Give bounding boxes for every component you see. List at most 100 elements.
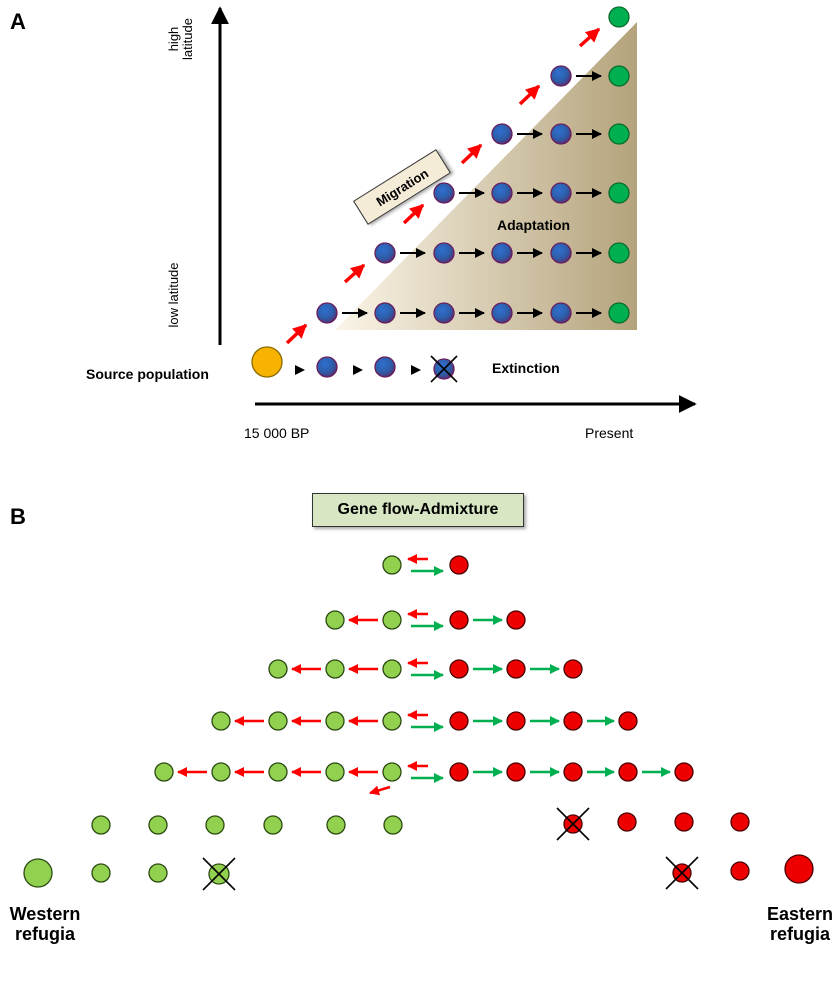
eastern-population-node [506, 762, 526, 782]
migration-arrow [578, 27, 601, 48]
eastern-refugium-node [784, 854, 814, 884]
population-node [433, 182, 455, 204]
western-population-node [326, 815, 346, 835]
western-population-node [268, 711, 288, 731]
western-population-node [382, 610, 402, 630]
adaptation-label: Adaptation [497, 217, 571, 233]
western-population-node [263, 815, 283, 835]
migration-arrow [343, 263, 366, 284]
eastern-population-node [449, 659, 469, 679]
eastern-refugia-label: Eastern refugia [766, 904, 834, 944]
population-node [550, 302, 572, 324]
panel-a-nodes [251, 6, 630, 383]
eastern-population-node [618, 762, 638, 782]
migration-arrow [460, 143, 483, 165]
gene-flow-arrow-west [369, 785, 391, 796]
gene-flow-box: Gene flow-Admixture [312, 493, 524, 527]
western-population-node [154, 762, 174, 782]
western-population-node [148, 815, 168, 835]
western-population-node [325, 762, 345, 782]
western-population-node [148, 863, 168, 883]
eastern-population-node [506, 711, 526, 731]
adapted-population-node [608, 123, 630, 145]
migration-arrow [518, 84, 541, 106]
eastern-population-node [617, 812, 637, 832]
population-node [550, 242, 572, 264]
panel-b-letter: B [10, 504, 26, 529]
time-end-label: Present [585, 425, 634, 441]
population-node [491, 302, 513, 324]
eastern-population-node [563, 659, 583, 679]
western-refugia-label: Western refugia [9, 904, 81, 944]
western-population-node [382, 762, 402, 782]
extinction-cross-stroke [665, 856, 699, 890]
extinction-cross-stroke [556, 807, 590, 841]
population-node [374, 302, 396, 324]
extinction-cross-stroke [202, 857, 236, 891]
western-population-node [211, 711, 231, 731]
population-node [550, 65, 572, 87]
source-population-node [251, 346, 283, 378]
western-population-node [268, 659, 288, 679]
gene-flow-label: Gene flow-Admixture [337, 501, 499, 518]
adapted-population-node [608, 65, 630, 87]
adapted-population-node [608, 6, 630, 28]
population-node [316, 302, 338, 324]
western-population-node [325, 659, 345, 679]
migration-arrow [402, 203, 425, 225]
western-population-node [268, 762, 288, 782]
eastern-population-node [674, 762, 694, 782]
population-node [433, 302, 455, 324]
eastern-population-node [506, 659, 526, 679]
population-node [491, 123, 513, 145]
eastern-population-node [674, 812, 694, 832]
source-population-label: Source population [86, 366, 209, 382]
migration-arrow [285, 323, 308, 345]
eastern-population-node [449, 610, 469, 630]
eastern-population-node [618, 711, 638, 731]
adaptation-triangle [335, 22, 637, 330]
western-population-node [325, 711, 345, 731]
panel-b-nodes [23, 554, 814, 891]
eastern-population-node [730, 861, 750, 881]
adapted-population-node [608, 182, 630, 204]
extinction-cross [556, 807, 590, 841]
population-node [491, 242, 513, 264]
western-population-node [211, 762, 231, 782]
western-population-node [91, 815, 111, 835]
western-population-node [325, 610, 345, 630]
extinction-cross [430, 355, 458, 383]
eastern-population-node [449, 711, 469, 731]
eastern-population-node [506, 610, 526, 630]
extinction-cross [665, 856, 699, 890]
population-node [550, 123, 572, 145]
population-node [316, 356, 338, 378]
eastern-population-node [449, 762, 469, 782]
population-node [433, 242, 455, 264]
panel-a-letter: A [10, 9, 26, 34]
western-population-node [383, 815, 403, 835]
low-latitude-label: low latitude [166, 262, 181, 328]
population-node [374, 356, 396, 378]
extinction-label: Extinction [492, 360, 560, 376]
western-refugium-node [23, 858, 53, 888]
adapted-population-node [608, 242, 630, 264]
population-node [550, 182, 572, 204]
eastern-population-node [563, 762, 583, 782]
extinction-cross-stroke [430, 355, 458, 383]
western-population-node [91, 863, 111, 883]
western-population-node [382, 555, 402, 575]
adapted-population-node [608, 302, 630, 324]
eastern-population-node [730, 812, 750, 832]
western-population-node [382, 711, 402, 731]
time-start-label: 15 000 BP [244, 425, 310, 441]
population-node [374, 242, 396, 264]
extinction-cross [202, 857, 236, 891]
high-latitude-label: high latitude [166, 18, 196, 60]
population-node [491, 182, 513, 204]
eastern-population-node [449, 555, 469, 575]
western-population-node [205, 815, 225, 835]
eastern-population-node [563, 711, 583, 731]
western-population-node [382, 659, 402, 679]
